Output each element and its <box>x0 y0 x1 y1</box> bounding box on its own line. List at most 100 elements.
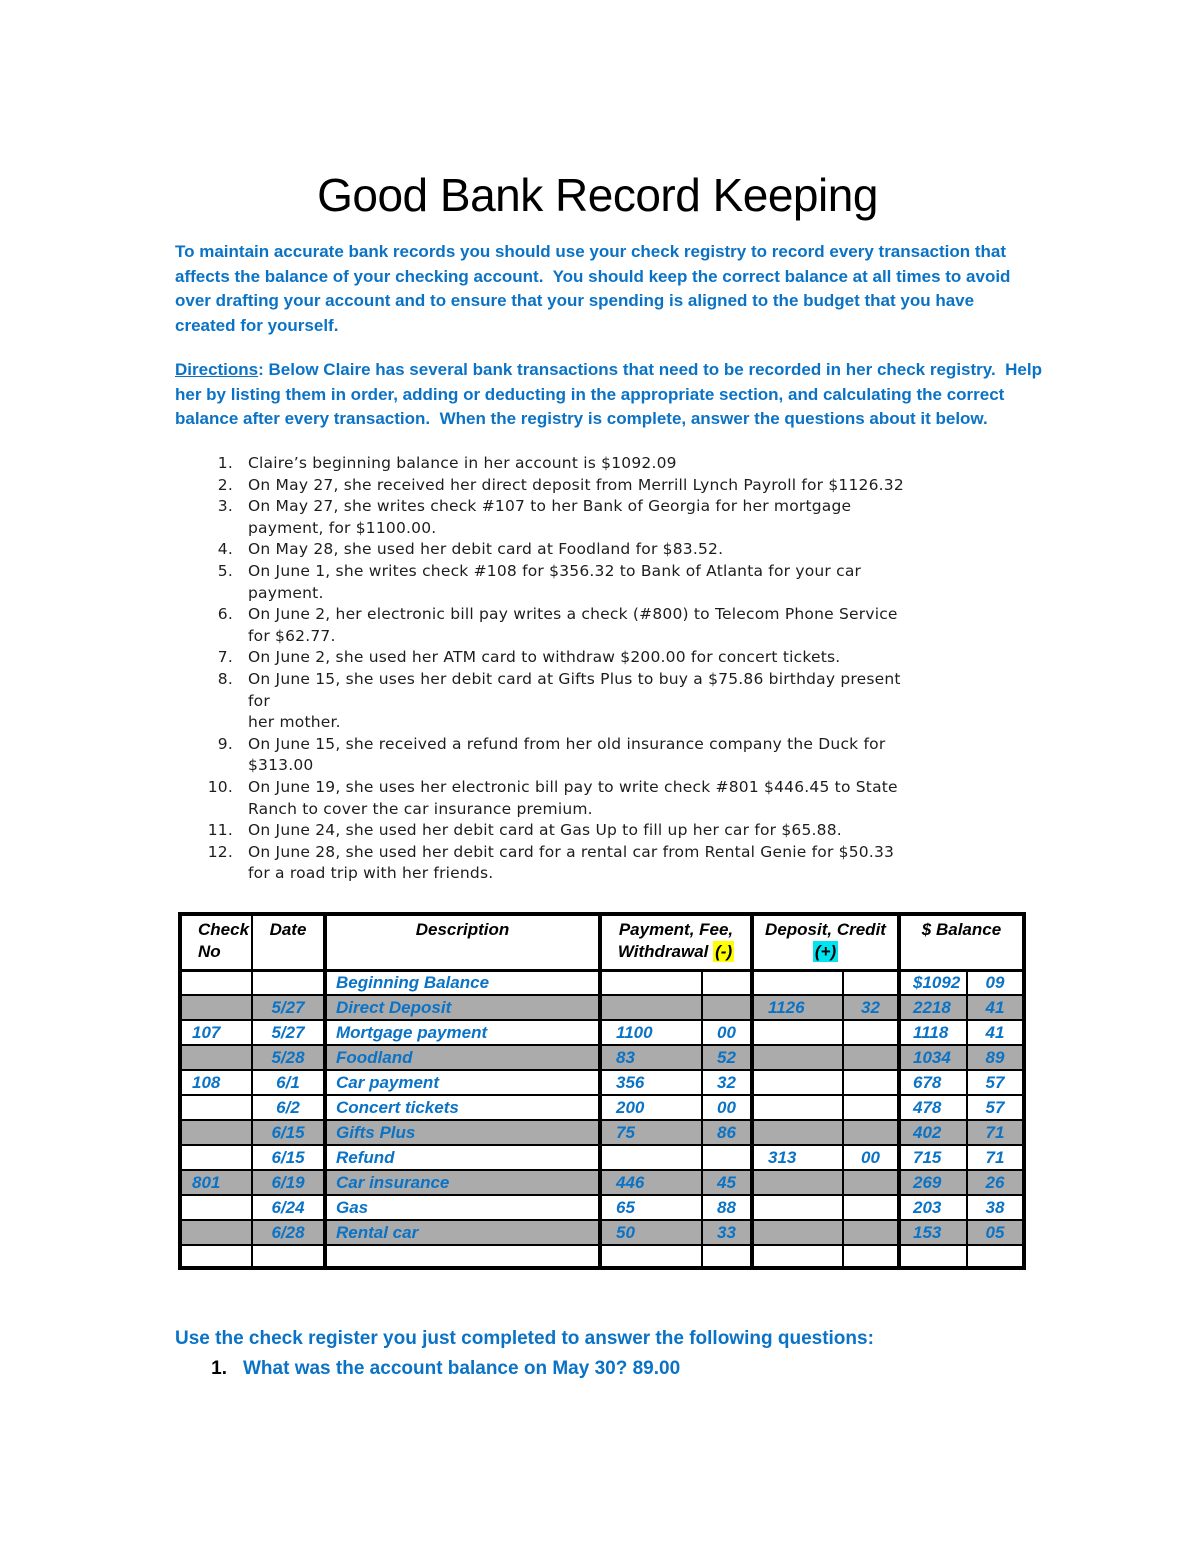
cell-deposit-cents <box>842 1169 900 1196</box>
header-payment: Payment, Fee, Withdrawal (-) <box>598 913 753 972</box>
item-number: 9. <box>217 734 233 753</box>
intro-paragraph: To maintain accurate bank records you sh… <box>175 242 1011 335</box>
questions-section: Use the check register you just complete… <box>175 1326 874 1380</box>
questions-list: 1. What was the account balance on May 30… <box>175 1358 874 1380</box>
cell-payment-cents: 45 <box>701 1169 753 1196</box>
cell-description: Car payment <box>323 1069 601 1096</box>
cell-balance-dollars <box>897 1244 968 1269</box>
cell-description: Concert tickets <box>323 1094 601 1121</box>
page-title: Good Bank Record Keeping <box>317 169 878 221</box>
cell-check-no: 107 <box>179 1019 253 1046</box>
cell-payment-dollars: 50 <box>598 1219 703 1246</box>
item-number: 7. <box>217 648 233 667</box>
cell-date: 5/27 <box>251 994 326 1021</box>
cell-balance-dollars: $1092 <box>897 969 968 996</box>
item-text: On June 15, she uses her debit card at G… <box>248 669 901 732</box>
list-item: 6. On June 2, her electronic bill pay wri… <box>205 604 904 647</box>
cell-deposit-cents: 00 <box>842 1144 900 1171</box>
cell-payment-dollars: 75 <box>598 1119 703 1146</box>
cell-check-no <box>179 1244 253 1269</box>
table-row: 6/15 Refund 313 00 715 71 <box>179 1144 1025 1171</box>
list-item: 8. On June 15, she uses her debit card at… <box>205 669 904 734</box>
item-text: On June 24, she used her debit card at G… <box>248 821 842 840</box>
cell-deposit-cents <box>842 1094 900 1121</box>
cell-payment-cents <box>701 994 753 1021</box>
cell-balance-cents: 41 <box>966 994 1025 1021</box>
cell-deposit-cents <box>842 1119 900 1146</box>
cell-deposit-dollars <box>750 1094 844 1121</box>
cell-balance-cents: 89 <box>966 1044 1025 1071</box>
cell-deposit-dollars <box>750 1044 844 1071</box>
cell-date: 6/19 <box>251 1169 326 1196</box>
cell-payment-dollars: 1100 <box>598 1019 703 1046</box>
cell-balance-cents: 41 <box>966 1019 1025 1046</box>
item-text: Claire’s beginning balance in her accoun… <box>248 454 677 472</box>
cell-check-no <box>179 1094 253 1121</box>
directions-text: : Below Claire has several bank transact… <box>175 360 1042 428</box>
header-payment-line2: Withdrawal <box>617 942 714 961</box>
cell-deposit-cents <box>842 1019 900 1046</box>
cell-description: Gas <box>323 1194 601 1221</box>
cell-check-no <box>179 994 253 1021</box>
cell-payment-cents: 33 <box>701 1219 753 1246</box>
cell-balance-dollars: 678 <box>897 1069 968 1096</box>
question-item: 1. What was the account balance on May 30… <box>205 1358 874 1380</box>
cell-balance-cents: 71 <box>966 1144 1025 1171</box>
cell-deposit-dollars <box>750 1244 844 1269</box>
cell-payment-dollars: 446 <box>598 1169 703 1196</box>
cell-deposit-cents <box>842 1069 900 1096</box>
cell-balance-dollars: 402 <box>897 1119 968 1146</box>
table-row: 801 6/19 Car insurance 446 45 269 26 <box>179 1169 1025 1196</box>
item-number: 10. <box>207 777 233 796</box>
cell-payment-cents: 86 <box>701 1119 753 1146</box>
cell-payment-cents: 32 <box>701 1069 753 1096</box>
transactions-list: 1. Claire’s beginning balance in her acco… <box>205 453 904 885</box>
questions-intro: Use the check register you just complete… <box>175 1328 874 1349</box>
cell-balance-dollars: 153 <box>897 1219 968 1246</box>
question-text: What was the account balance on May 30? … <box>243 1358 681 1379</box>
cell-description: Refund <box>323 1144 601 1171</box>
cell-balance-cents: 57 <box>966 1094 1025 1121</box>
cell-check-no: 108 <box>179 1069 253 1096</box>
cell-deposit-dollars <box>750 1069 844 1096</box>
cell-deposit-dollars <box>750 969 844 996</box>
item-text: On May 27, she writes check #107 to her … <box>248 497 852 537</box>
list-item: 5. On June 1, she writes check #108 for $… <box>205 561 904 604</box>
cell-deposit-dollars <box>750 1219 844 1246</box>
table-row: 5/27 Direct Deposit 1126 32 2218 41 <box>179 994 1025 1021</box>
header-deposit-line1: Deposit, Credit <box>765 920 886 939</box>
cell-check-no: 801 <box>179 1169 253 1196</box>
cell-payment-cents: 00 <box>701 1094 753 1121</box>
list-item: 4. On May 28, she used her debit card at … <box>205 539 904 561</box>
cell-balance-cents: 71 <box>966 1119 1025 1146</box>
cell-payment-cents <box>701 969 753 996</box>
item-text: On May 28, she used her debit card at Fo… <box>248 540 724 559</box>
cell-payment-cents: 88 <box>701 1194 753 1221</box>
table-row: 6/24 Gas 65 88 203 38 <box>179 1194 1025 1221</box>
cell-check-no <box>179 1119 253 1146</box>
cell-deposit-dollars <box>750 1019 844 1046</box>
list-item: 9. On June 15, she received a refund from… <box>205 734 904 777</box>
item-number: 1. <box>217 454 233 472</box>
table-row: 6/28 Rental car 50 33 153 05 <box>179 1219 1025 1246</box>
item-number: 11. <box>207 821 233 840</box>
cell-description: Mortgage payment <box>323 1019 601 1046</box>
item-text: On June 1, she writes check #108 for $35… <box>248 561 862 602</box>
cell-payment-dollars <box>598 994 703 1021</box>
table-row <box>179 1244 1025 1269</box>
cell-description <box>323 1244 601 1269</box>
cell-payment-dollars <box>598 1144 703 1171</box>
cell-deposit-dollars <box>750 1119 844 1146</box>
cell-check-no <box>179 969 253 996</box>
cell-payment-dollars: 65 <box>598 1194 703 1221</box>
cell-balance-dollars: 269 <box>897 1169 968 1196</box>
list-item: 7. On June 2, she used her ATM card to wi… <box>205 647 904 669</box>
cell-payment-cents: 00 <box>701 1019 753 1046</box>
cell-date: 6/2 <box>251 1094 326 1121</box>
cell-date: 5/27 <box>251 1019 326 1046</box>
header-description: Description <box>323 913 601 972</box>
cell-check-no <box>179 1194 253 1221</box>
cell-balance-dollars: 203 <box>897 1194 968 1221</box>
cell-payment-dollars <box>598 1244 703 1269</box>
cell-payment-cents: 52 <box>701 1044 753 1071</box>
